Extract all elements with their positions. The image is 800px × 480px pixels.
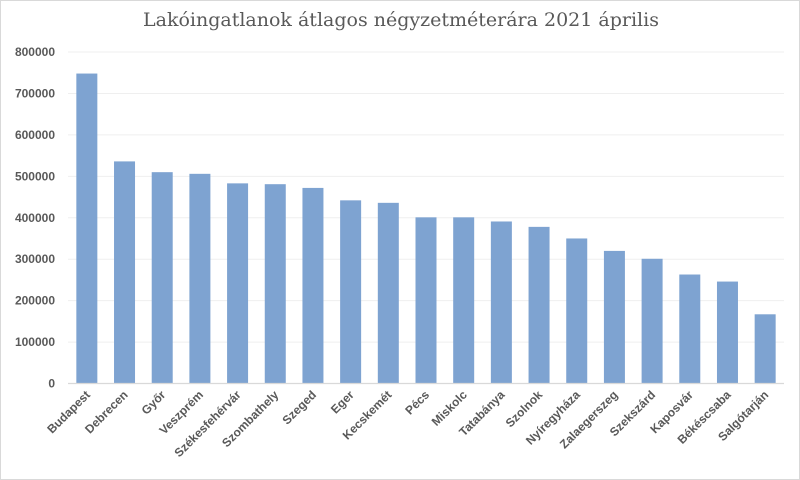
- y-tick-label: 600000: [15, 128, 55, 142]
- y-tick-label: 800000: [15, 45, 55, 59]
- bar-Székesfehérvár: [227, 183, 249, 384]
- bar-Budapest: [76, 73, 98, 384]
- y-tick-label: 300000: [15, 252, 55, 266]
- bar-Nyíregyháza: [566, 238, 588, 384]
- bar-Eger: [340, 200, 362, 384]
- bar-Szeged: [302, 187, 324, 384]
- y-tick-label: 100000: [15, 335, 55, 349]
- bar-Kaposvár: [679, 274, 701, 384]
- bar-Győr: [151, 172, 173, 384]
- x-tick-label: Szeged: [279, 388, 319, 428]
- bar-Veszprém: [189, 173, 211, 384]
- y-tick-label: 500000: [15, 169, 55, 183]
- x-tick-label: Eger: [328, 387, 357, 416]
- y-tick-label: 400000: [15, 211, 55, 225]
- bar-Zalaegerszeg: [603, 250, 625, 384]
- bar-Miskolc: [453, 217, 475, 384]
- bar-Szolnok: [528, 226, 550, 384]
- bar-Békéscsaba: [716, 281, 738, 384]
- y-tick-label: 200000: [15, 294, 55, 308]
- y-tick-label: 0: [48, 377, 55, 391]
- bar-Salgótarján: [754, 314, 776, 384]
- bar-Szombathely: [264, 184, 286, 384]
- chart-title: Lakóingatlanok átlagos négyzetméterára 2…: [143, 9, 659, 31]
- bar-Kecskemét: [377, 202, 399, 384]
- x-tick-label: Pécs: [402, 387, 432, 417]
- y-tick-label: 700000: [15, 86, 55, 100]
- x-tick-label: Székesfehérvár: [172, 387, 244, 459]
- bar-Tatabánya: [490, 221, 512, 384]
- x-tick-label: Győr: [139, 387, 169, 417]
- bar-Szekszárd: [641, 258, 663, 384]
- bar-Pécs: [415, 217, 437, 384]
- bar-Debrecen: [114, 161, 136, 384]
